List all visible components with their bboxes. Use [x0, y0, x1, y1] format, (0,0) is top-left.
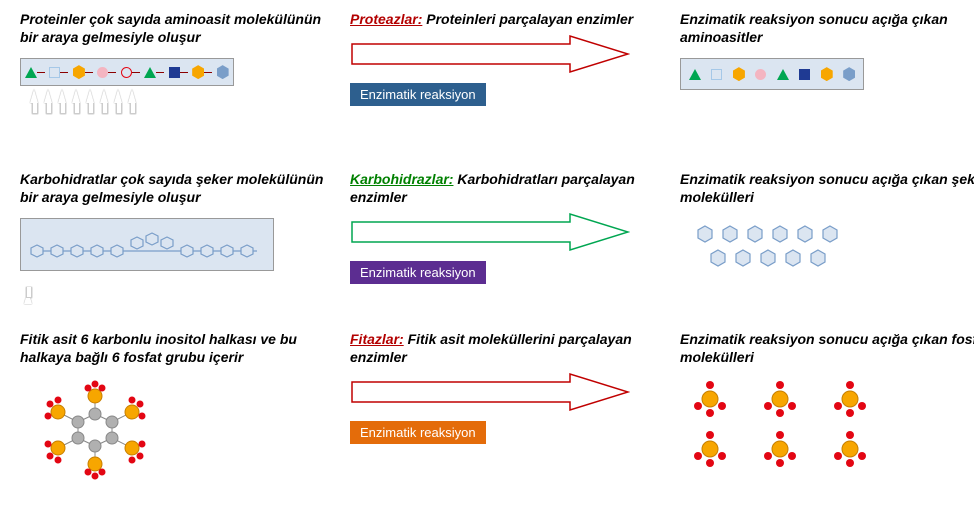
up-arrow-icon	[114, 89, 122, 103]
diagram-grid: Proteinler çok sayıda aminoasit molekülü…	[0, 0, 974, 510]
carb-cleavage-arrow	[20, 273, 340, 291]
row1-product: Enzimatik reaksiyon sonucu açığa çıkan a…	[680, 10, 974, 170]
row3-enzyme-label: Fitazlar: Fitik asit moleküllerini parça…	[350, 330, 670, 366]
up-arrow-icon	[44, 89, 52, 103]
row2-reaction: Karbohidrazlar: Karbohidratları parçalay…	[350, 170, 670, 330]
row3-left-desc: Fitik asit 6 karbonlu inositol halkası v…	[20, 330, 340, 366]
row3-badge: Enzimatik reaksiyon	[350, 421, 486, 444]
proteaz-desc: Proteinleri parçalayan enzimler	[422, 11, 633, 27]
row1-left-desc: Proteinler çok sayıda aminoasit molekülü…	[20, 10, 340, 46]
up-arrow-icon	[100, 89, 108, 103]
row1-substrate: Proteinler çok sayıda aminoasit molekülü…	[20, 10, 340, 170]
up-arrow-icon	[30, 89, 38, 103]
fitaz-name: Fitazlar:	[350, 331, 404, 347]
up-arrow-icon	[72, 89, 80, 103]
free-phosphate-illustration	[680, 374, 974, 479]
row2-product: Enzimatik reaksiyon sonucu açığa çıkan ş…	[680, 170, 974, 330]
karbohidraz-name: Karbohidrazlar:	[350, 171, 453, 187]
up-arrow-icon	[128, 89, 136, 103]
protein-chain-illustration	[20, 58, 234, 86]
free-aminoacids-illustration	[680, 58, 864, 90]
phytic-acid-illustration	[20, 374, 340, 489]
reaction-arrow-icon	[350, 34, 630, 74]
cleavage-arrows	[20, 89, 340, 103]
row2-right-desc: Enzimatik reaksiyon sonucu açığa çıkan ş…	[680, 170, 974, 206]
carb-chain-svg	[27, 231, 267, 261]
row3-right-desc: Enzimatik reaksiyon sonucu açığa çıkan f…	[680, 330, 974, 366]
proteaz-name: Proteazlar:	[350, 11, 422, 27]
row1-enzyme-label: Proteazlar: Proteinleri parçalayan enzim…	[350, 10, 670, 28]
row3-substrate: Fitik asit 6 karbonlu inositol halkası v…	[20, 330, 340, 500]
up-arrow-icon	[58, 89, 66, 103]
row2-substrate: Karbohidratlar çok sayıda şeker molekülü…	[20, 170, 340, 330]
row3-product: Enzimatik reaksiyon sonucu açığa çıkan f…	[680, 330, 974, 500]
reaction-arrow-icon	[350, 212, 630, 252]
reaction-arrow-icon	[350, 372, 630, 412]
row1-reaction: Proteazlar: Proteinleri parçalayan enzim…	[350, 10, 670, 170]
row2-left-desc: Karbohidratlar çok sayıda şeker molekülü…	[20, 170, 340, 206]
row3-reaction: Fitazlar: Fitik asit moleküllerini parça…	[350, 330, 670, 500]
phytic-acid-svg	[20, 374, 170, 484]
row2-enzyme-label: Karbohidrazlar: Karbohidratları parçalay…	[350, 170, 670, 206]
carb-chain-illustration	[20, 218, 274, 271]
row1-badge: Enzimatik reaksiyon	[350, 83, 486, 106]
row2-badge: Enzimatik reaksiyon	[350, 261, 486, 284]
free-sugars-svg	[690, 222, 850, 272]
phosphate-svg	[680, 374, 900, 474]
row1-right-desc: Enzimatik reaksiyon sonucu açığa çıkan a…	[680, 10, 974, 46]
free-sugars-illustration	[680, 214, 974, 285]
up-arrow-icon	[24, 273, 32, 304]
up-arrow-icon	[86, 89, 94, 103]
